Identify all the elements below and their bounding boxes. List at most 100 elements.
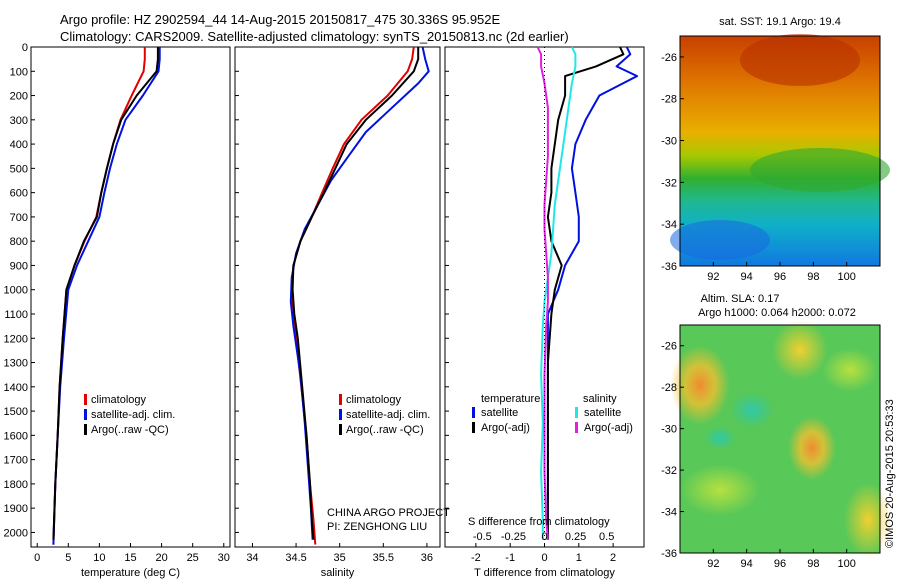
salinity-panel: 34 34.5 35 35.5 36 salinity climatology satelli… (234, 46, 450, 579)
depth-tick-label: 1700 (4, 455, 28, 467)
x-axis-label: temperature (deg C) (81, 567, 180, 579)
legend-header-salinity: salinity (583, 393, 617, 405)
header-line-2: Climatology: CARS2009. Satellite-adjuste… (60, 29, 569, 44)
map-x-tick-label: 98 (807, 558, 819, 570)
sla-blob-1 (670, 345, 730, 425)
depth-tick-label: 1200 (4, 333, 28, 345)
map-x-tick-label: 94 (741, 558, 753, 570)
x-tick-label-top: 0.25 (565, 531, 586, 543)
map-y-tick-label: -26 (661, 52, 677, 64)
sst-warm-patch (740, 34, 860, 86)
map-x-tick-label: 96 (774, 271, 786, 283)
x-tick-label: 36 (421, 552, 433, 564)
map-y-tick-label: -36 (661, 548, 677, 560)
x-axis-label: T difference from climatology (474, 567, 615, 579)
depth-tick-label: 800 (10, 236, 28, 248)
x-axis-label-top: S difference from climatology (468, 516, 610, 528)
temperature-panel: 0100200300400500600700800900100011001200… (4, 42, 231, 579)
depth-tick-label: 2000 (4, 527, 28, 539)
legend-label: Argo(-adj) (584, 422, 633, 434)
series-line-climatology (290, 46, 415, 545)
depth-tick-label: 1600 (4, 430, 28, 442)
depth-tick-label: 600 (10, 188, 28, 200)
x-tick-label: 30 (218, 552, 230, 564)
depth-tick-label: 1900 (4, 503, 28, 515)
sla-map-axes: 92 94 96 98 100 -26 -28 -30 -32 -34 -36 (661, 324, 881, 570)
legend-label: satellite (481, 407, 518, 419)
sla-blob-8 (822, 348, 878, 392)
legend-swatch-satellite (84, 409, 87, 420)
depth-tick-label: 1100 (4, 309, 28, 321)
legend-swatch-argo (472, 422, 475, 433)
sla-blob-3 (788, 416, 836, 480)
map-x-tick-label: 100 (837, 271, 855, 283)
map-x-tick-label: 92 (707, 271, 719, 283)
depth-tick-label: 700 (10, 212, 28, 224)
legend-label: satellite (584, 407, 621, 419)
depth-tick-label: 1400 (4, 382, 28, 394)
x-tick-label: 34.5 (285, 552, 306, 564)
x-tick-label: 1 (576, 552, 582, 564)
depth-tick-label: 300 (10, 115, 28, 127)
depth-tick-label: 900 (10, 260, 28, 272)
x-tick-label: 20 (155, 552, 167, 564)
map-y-tick-label: -32 (661, 177, 677, 189)
map-x-tick-label: 94 (741, 271, 753, 283)
map-y-tick-label: -30 (661, 136, 677, 148)
map-x-tick-label: 96 (774, 558, 786, 570)
sst-map-axes: 92 94 96 98 100 -26 -28 -30 -32 -34 -36 (661, 35, 881, 283)
x-tick-label: 15 (124, 552, 136, 564)
depth-tick-label: 400 (10, 139, 28, 151)
sla-map-title-2: Argo h1000: 0.064 h2000: 0.072 (698, 307, 856, 319)
series-line-argo (52, 47, 159, 540)
legend-label: satellite-adj. clim. (346, 409, 430, 421)
legend-swatch-satellite (339, 409, 342, 420)
x-tick-label: -1 (505, 552, 515, 564)
difference-panel: -2 -1 0 1 2 T difference from climatology temp… (444, 46, 645, 579)
x-tick-label-top: -0.25 (501, 531, 526, 543)
x-tick-label-top: 0.5 (599, 531, 614, 543)
series-line-argo (546, 46, 625, 540)
sla-blob-6 (730, 392, 774, 428)
temp-frame (30, 46, 231, 548)
legend-swatch-argo (339, 424, 342, 435)
legend-label: climatology (91, 394, 147, 406)
map-y-tick-label: -26 (661, 341, 677, 353)
sst-green-patch (750, 148, 890, 192)
depth-tick-label: 500 (10, 163, 28, 175)
sla-blob-2 (772, 320, 828, 380)
pi-annotation: PI: ZENGHONG LIU (327, 521, 427, 533)
depth-tick-label: 1000 (4, 285, 28, 297)
legend-swatch-argo (84, 424, 87, 435)
legend-label: climatology (346, 394, 402, 406)
depth-tick-label: 100 (10, 66, 28, 78)
map-x-tick-label: 98 (807, 271, 819, 283)
sal-frame (234, 46, 441, 548)
sst-map-title: sat. SST: 19.1 Argo: 19.4 (719, 16, 841, 28)
project-annotation: CHINA ARGO PROJECT (327, 507, 450, 519)
series-line-satellite (52, 47, 161, 545)
legend-swatch-climatology (84, 394, 87, 405)
legend-label: Argo(..raw -QC) (91, 424, 169, 436)
legend-swatch-s_satellite (575, 407, 578, 418)
legend-label: Argo(..raw -QC) (346, 424, 424, 436)
map-y-tick-label: -30 (661, 424, 677, 436)
legend-header-temperature: temperature (481, 393, 540, 405)
map-y-tick-label: -32 (661, 465, 677, 477)
header-line-1: Argo profile: HZ 2902594_44 14-Aug-2015 … (60, 12, 501, 27)
depth-tick-label: 0 (22, 42, 28, 54)
x-axis-label: salinity (321, 567, 355, 579)
map-y-tick-label: -36 (661, 261, 677, 273)
x-tick-label: 10 (93, 552, 105, 564)
depth-tick-label: 1500 (4, 406, 28, 418)
x-tick-label: -2 (471, 552, 481, 564)
depth-tick-label: 1300 (4, 358, 28, 370)
series-line-s_satellite (540, 46, 577, 540)
x-tick-label-top: 0 (541, 531, 547, 543)
legend-swatch-climatology (339, 394, 342, 405)
legend-swatch-s_argo (575, 422, 578, 433)
x-tick-label: 0 (541, 552, 547, 564)
legend-swatch-satellite (472, 407, 475, 418)
legend-label: satellite-adj. clim. (91, 409, 175, 421)
